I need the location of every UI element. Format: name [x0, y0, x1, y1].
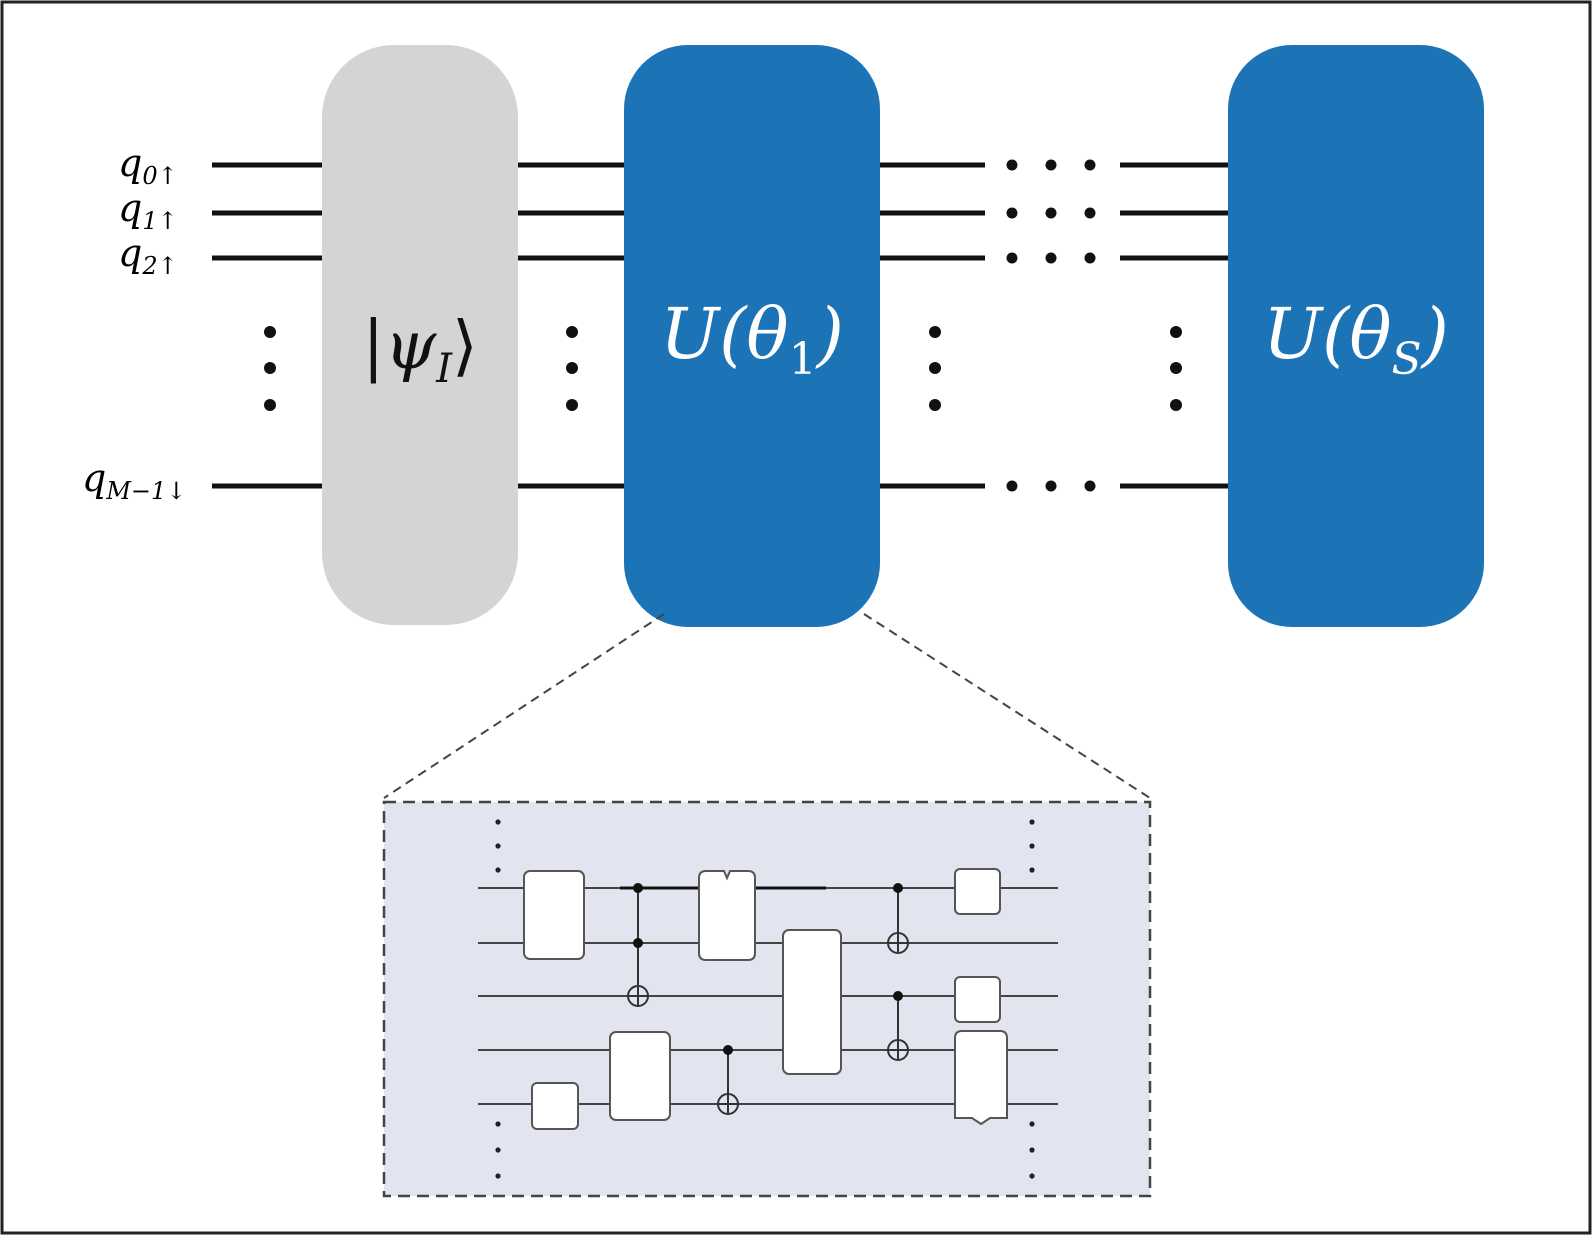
- qubit-label-q1: q1↑: [118, 186, 178, 235]
- unitary-s-label: U(θS): [1263, 293, 1449, 385]
- gate-decomposition-inset: [382, 800, 1152, 1198]
- unitary-block-1: U(θ1): [624, 45, 880, 627]
- horizontal-ellipsis: [1006, 159, 1096, 492]
- unitary-1-label: U(θ1): [660, 293, 844, 385]
- inset-ellipsis: [495, 819, 1035, 1179]
- initial-state-label: |ψI⟩: [362, 307, 478, 392]
- qubit-label-qm: qM−1↓: [82, 456, 186, 505]
- qubit-labels: q0↑ q1↑ q2↑ qM−1↓: [82, 141, 186, 505]
- inset-control-dots: [633, 883, 903, 1055]
- inset-gates: [523, 868, 1008, 1130]
- zoom-connectors: [383, 613, 1151, 799]
- qubit-label-q2: q2↑: [118, 231, 178, 280]
- initial-state-block: |ψI⟩: [322, 45, 518, 625]
- inset-controlled-gates: [627, 888, 909, 1115]
- vertical-ellipsis: [264, 326, 1182, 411]
- qubit-label-q0: q0↑: [118, 141, 178, 190]
- unitary-block-s: U(θS): [1228, 45, 1484, 627]
